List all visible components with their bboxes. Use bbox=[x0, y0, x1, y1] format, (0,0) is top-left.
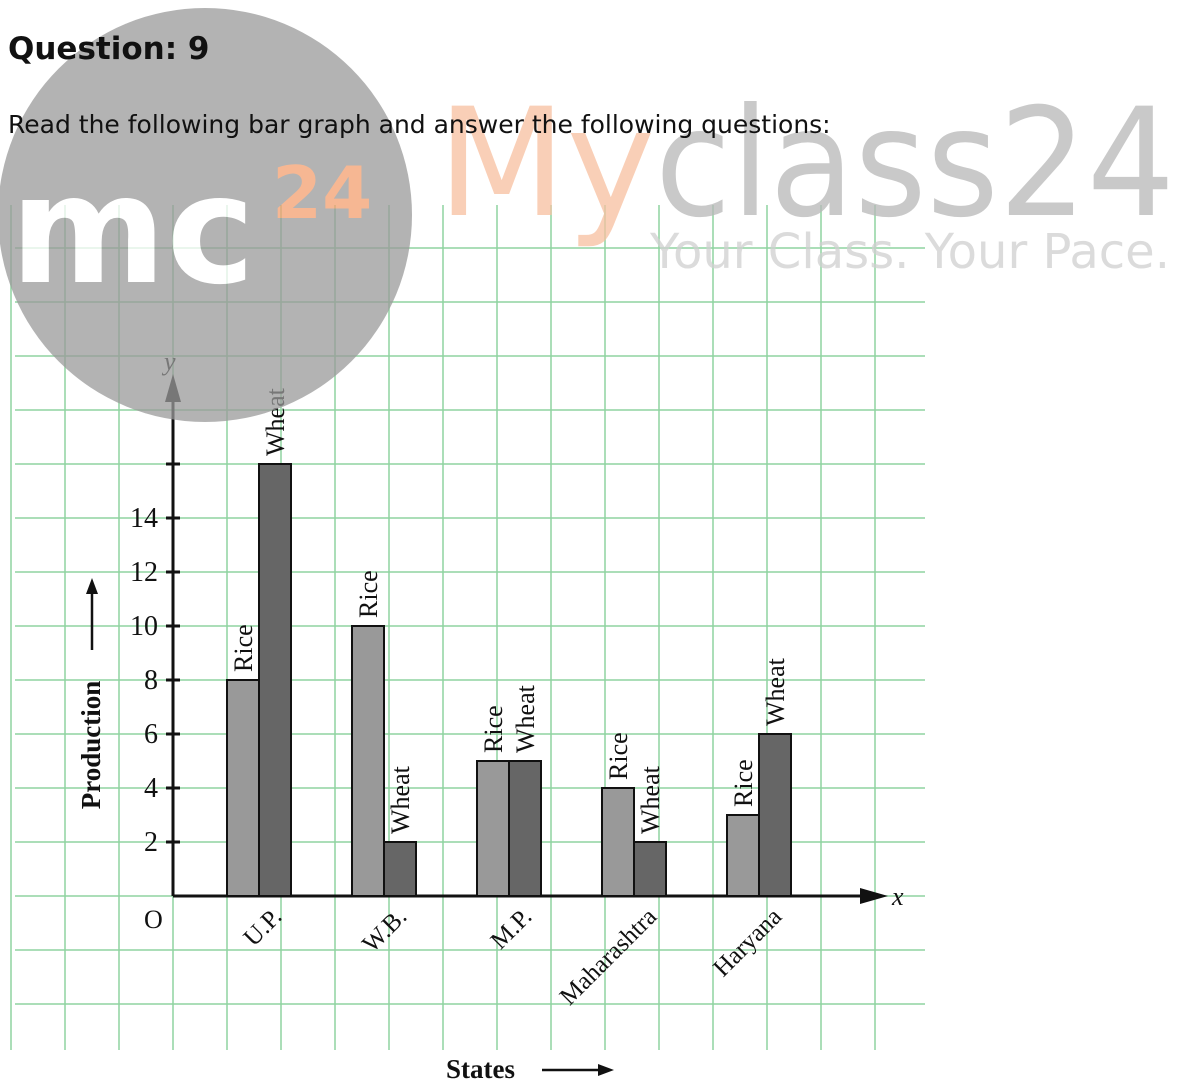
y-tick-label: 12 bbox=[130, 557, 158, 588]
bar-series-label: Wheat bbox=[511, 684, 540, 753]
chart: yxO2468101214ProductionStatesRiceWheatU.… bbox=[76, 347, 904, 1084]
y-tick-label: 14 bbox=[130, 503, 158, 534]
bar-series-label: Rice bbox=[354, 570, 383, 618]
watermark-logo: mc bbox=[10, 144, 255, 318]
bar bbox=[601, 787, 635, 897]
bar-series-label: Rice bbox=[604, 732, 633, 780]
watermark: mc 24 My class24 Your Class. Your Pace. bbox=[0, 8, 1175, 422]
x-axis-symbol: x bbox=[891, 882, 904, 911]
y-axis-label: Production bbox=[76, 681, 106, 810]
bar-series-label: Rice bbox=[729, 759, 758, 807]
bar bbox=[258, 463, 292, 897]
watermark-tagline: Your Class. Your Pace. bbox=[649, 224, 1170, 280]
x-tick-label: Haryana bbox=[708, 903, 787, 982]
x-tick-label: M.P. bbox=[486, 903, 538, 955]
x-axis-label: States bbox=[446, 1054, 515, 1084]
question-title: Question: 9 bbox=[8, 31, 209, 67]
watermark-logo-sup: 24 bbox=[272, 151, 372, 235]
x-axis-arrow bbox=[860, 888, 888, 904]
bar-series-label: Wheat bbox=[636, 765, 665, 834]
bar-series-label: Wheat bbox=[761, 657, 790, 726]
bar-series-label: Wheat bbox=[386, 765, 415, 834]
bar bbox=[383, 841, 417, 897]
y-tick-label: 6 bbox=[144, 719, 158, 750]
y-tick-label: 2 bbox=[144, 827, 158, 858]
y-label-arrow-head bbox=[86, 578, 98, 594]
x-tick-label: Maharashtra bbox=[555, 903, 662, 1010]
bar-series-label: Rice bbox=[479, 705, 508, 753]
origin-label: O bbox=[144, 905, 163, 934]
bar bbox=[758, 733, 792, 897]
bar bbox=[726, 814, 760, 897]
question-text: Read the following bar graph and answer … bbox=[8, 110, 831, 139]
watermark-brand-a: My bbox=[437, 77, 655, 251]
bar bbox=[351, 625, 385, 897]
x-tick-label: U.P. bbox=[239, 903, 288, 952]
x-label-arrow-head bbox=[598, 1064, 614, 1076]
bar bbox=[508, 760, 542, 897]
y-tick-label: 8 bbox=[144, 665, 158, 696]
bar bbox=[633, 841, 667, 897]
bar-series-label: Rice bbox=[229, 624, 258, 672]
watermark-brand-b: class24 bbox=[655, 77, 1175, 251]
bar bbox=[226, 679, 260, 897]
y-tick-label: 4 bbox=[144, 773, 158, 804]
bar bbox=[476, 760, 510, 897]
watermark-circle bbox=[0, 8, 412, 422]
y-tick-label: 10 bbox=[130, 611, 158, 642]
